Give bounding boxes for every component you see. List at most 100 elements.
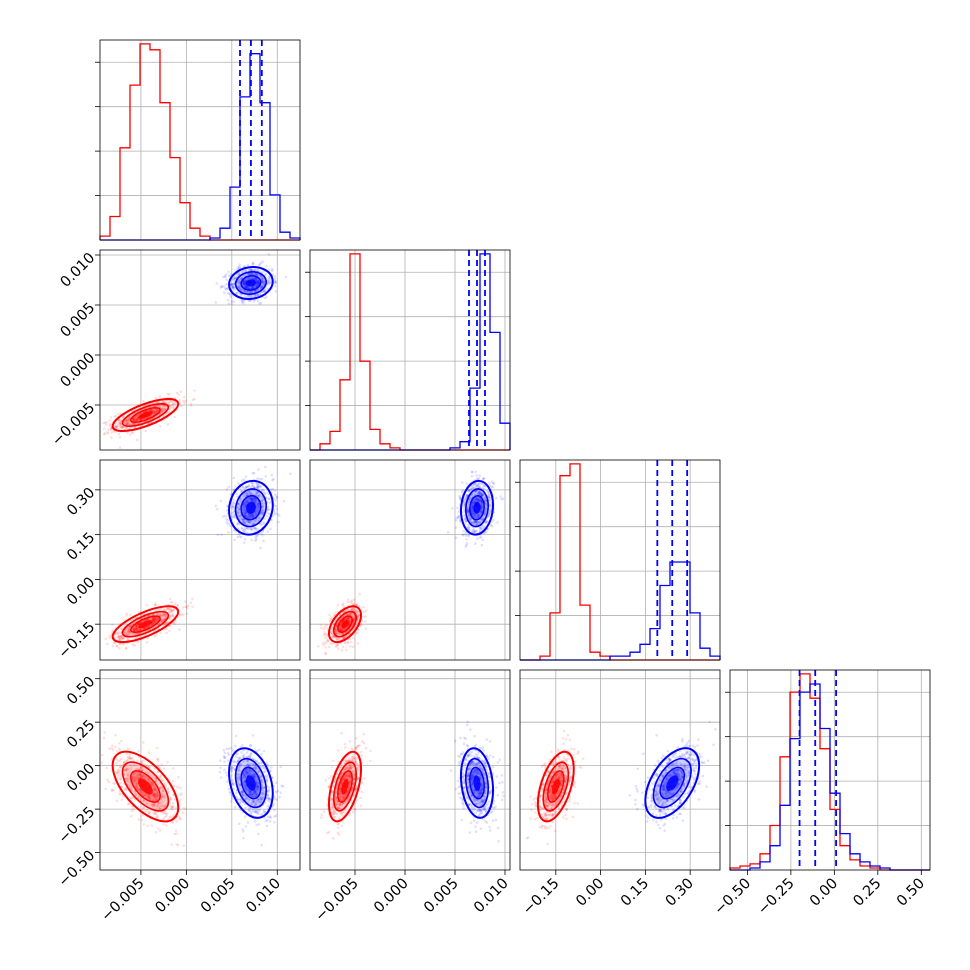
scatter-point <box>255 283 258 287</box>
scatter-point <box>232 282 236 286</box>
scatter-point <box>169 400 173 403</box>
scatter-point <box>154 409 158 413</box>
scatter-point <box>269 527 272 531</box>
scatter-point <box>239 288 243 292</box>
scatter-point <box>255 278 258 282</box>
scatter-point <box>356 618 360 621</box>
scatter-point <box>115 644 118 648</box>
scatter-point <box>165 620 169 624</box>
scatter-point <box>256 477 259 480</box>
scatter-point <box>156 618 160 621</box>
scatter-point <box>356 642 360 645</box>
scatter-point <box>356 618 360 622</box>
scatter-point <box>464 545 468 548</box>
scatter-point <box>328 619 332 622</box>
scatter-point <box>178 815 181 818</box>
scatter-point <box>485 508 488 511</box>
scatter-point <box>238 515 241 519</box>
scatter-point <box>230 282 234 286</box>
scatter-point <box>339 622 343 626</box>
scatter-point <box>252 485 256 488</box>
scatter-point <box>245 515 248 518</box>
scatter-point <box>146 618 149 621</box>
scatter-point <box>131 422 134 425</box>
scatter-point <box>477 499 480 502</box>
scatter-point <box>261 509 264 512</box>
scatter-point <box>125 431 129 434</box>
scatter-point <box>124 422 128 426</box>
scatter-point <box>245 492 249 495</box>
scatter-point <box>237 507 240 511</box>
scatter-point <box>153 405 156 408</box>
scatter-point <box>127 631 130 634</box>
scatter-point <box>476 520 479 523</box>
scatter-point <box>234 291 238 295</box>
scatter-point <box>249 522 252 525</box>
scatter-point <box>255 268 259 271</box>
scatter-point <box>247 277 250 281</box>
scatter-point <box>154 603 158 607</box>
scatter-point <box>121 426 124 430</box>
scatter-point <box>470 510 474 514</box>
scatter-point <box>130 431 134 435</box>
scatter-point <box>457 510 461 514</box>
scatter-point <box>232 286 235 290</box>
scatter-point <box>261 511 264 514</box>
scatter-point <box>230 515 233 519</box>
scatter-point <box>114 425 118 429</box>
scatter-point <box>232 515 235 519</box>
scatter-point <box>362 610 366 614</box>
scatter-point <box>113 745 117 749</box>
scatter-point <box>252 513 256 517</box>
scatter-point <box>237 511 240 514</box>
scatter-point <box>468 489 472 493</box>
scatter-point <box>243 518 246 521</box>
scatter-point <box>125 423 128 426</box>
scatter-point <box>262 283 265 287</box>
scatter-point <box>236 281 240 284</box>
scatter-point <box>244 486 247 490</box>
scatter-point <box>169 600 173 604</box>
scatter-point <box>118 418 121 422</box>
scatter-point <box>481 477 485 481</box>
scatter-point <box>106 432 110 435</box>
scatter-point <box>156 617 160 620</box>
scatter-point <box>470 504 473 508</box>
scatter-point <box>136 418 140 422</box>
scatter-point <box>243 512 247 516</box>
scatter-point <box>100 761 104 765</box>
scatter-point <box>364 615 368 618</box>
scatter-point <box>246 500 249 503</box>
scatter-point <box>229 273 233 276</box>
scatter-point <box>245 514 248 518</box>
scatter-point <box>154 616 158 619</box>
scatter-point <box>463 508 466 512</box>
scatter-point <box>145 640 149 644</box>
panel-frame <box>99 459 301 661</box>
scatter-point <box>487 496 491 500</box>
scatter-point <box>246 263 250 267</box>
scatter-point <box>241 281 244 285</box>
scatter-point <box>270 488 273 492</box>
scatter-point <box>256 282 260 285</box>
scatter-point <box>353 608 357 612</box>
scatter-point <box>171 821 175 824</box>
scatter-point <box>325 624 329 627</box>
scatter-point <box>125 647 128 650</box>
scatter-point <box>131 422 134 426</box>
scatter-point <box>250 497 254 501</box>
scatter-point <box>273 280 277 283</box>
scatter-point <box>474 529 477 533</box>
scatter-point <box>336 638 339 642</box>
scatter-point <box>455 516 459 520</box>
scatter-point <box>119 792 122 795</box>
scatter-point <box>339 628 342 632</box>
scatter-point <box>242 511 246 514</box>
scatter-point <box>481 491 484 495</box>
scatter-point <box>246 291 250 294</box>
scatter-point <box>483 512 487 516</box>
scatter-point <box>135 624 139 627</box>
scatter-point <box>485 530 488 534</box>
scatter-point <box>128 625 131 628</box>
scatter-point <box>346 618 349 621</box>
